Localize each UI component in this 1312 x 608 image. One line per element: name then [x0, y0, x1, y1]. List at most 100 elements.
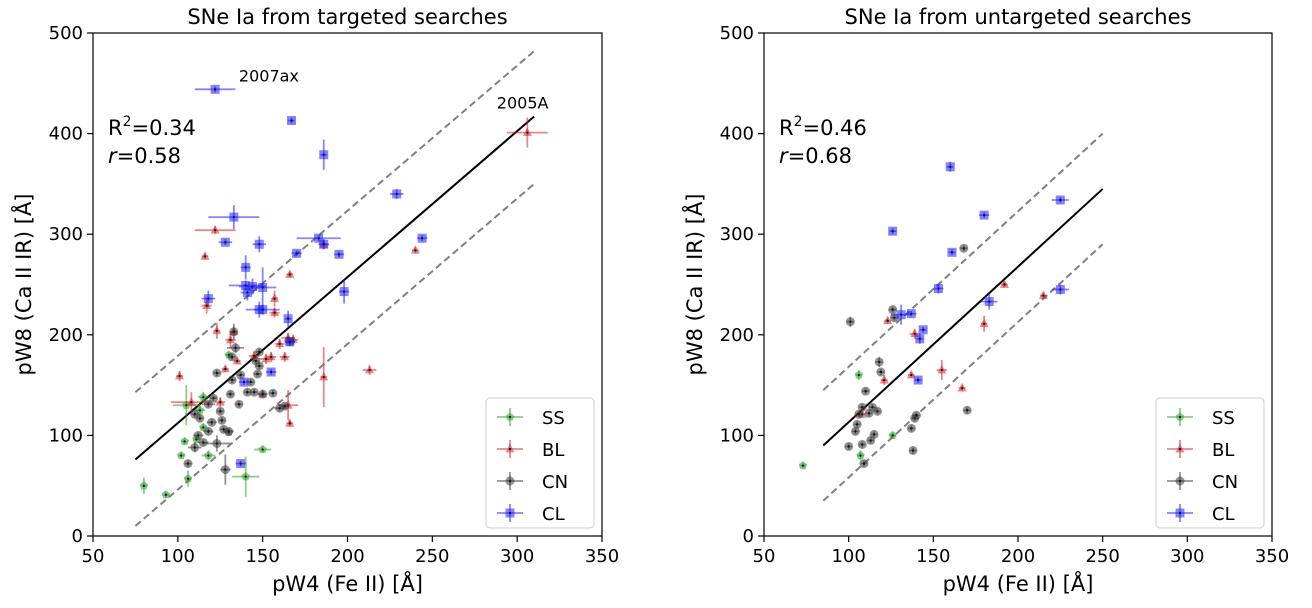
point-center — [421, 237, 424, 240]
data-point — [859, 459, 869, 469]
point-center — [940, 368, 943, 372]
point-center — [856, 423, 859, 426]
point-center — [234, 346, 237, 349]
point-center — [922, 328, 925, 331]
y-tick-label: 100 — [49, 425, 83, 446]
point-center — [178, 374, 181, 378]
data-point — [945, 161, 955, 172]
point-center — [368, 368, 371, 372]
point-center — [261, 308, 264, 311]
fit-line — [822, 188, 1104, 447]
data-point — [947, 247, 957, 257]
data-point — [212, 322, 222, 339]
point-center — [910, 427, 913, 430]
x-tick-label: 350 — [585, 546, 619, 567]
data-point — [183, 470, 193, 487]
x-tick-label: 250 — [415, 546, 449, 567]
x-tick-label: 250 — [1085, 546, 1119, 567]
point-center — [278, 407, 281, 410]
data-point — [1051, 195, 1069, 205]
axes-frame — [92, 32, 603, 537]
point-center — [937, 287, 940, 290]
x-tick-label: 200 — [330, 546, 364, 567]
data-point — [874, 356, 884, 367]
data-point — [876, 367, 886, 377]
data-point — [285, 418, 295, 427]
point-center — [215, 442, 218, 445]
r-squared-text: R2=0.34 — [108, 114, 196, 140]
point-center — [186, 462, 190, 465]
point-center — [861, 406, 864, 409]
legend-entry-cl: CL — [497, 504, 565, 525]
point-center — [961, 387, 964, 390]
point-center — [270, 370, 273, 374]
series-cl — [888, 161, 1069, 385]
data-point — [183, 459, 193, 469]
data-point — [417, 233, 428, 243]
data-point — [291, 248, 302, 258]
point-center — [918, 337, 921, 340]
point-center — [261, 286, 264, 289]
upper-band-line — [822, 132, 1104, 391]
data-point — [339, 279, 350, 304]
data-point — [270, 290, 280, 307]
point-center — [290, 119, 293, 122]
y-tick-label: 400 — [720, 124, 754, 145]
data-point — [280, 401, 290, 411]
y-tick-label: 500 — [720, 23, 754, 44]
data-point — [879, 374, 889, 386]
point-center — [261, 393, 264, 396]
correlation-text: r=0.68 — [779, 144, 852, 168]
data-point — [193, 430, 204, 440]
legend-marker-center — [508, 479, 512, 483]
legend-marker-center — [1178, 415, 1182, 419]
point-center — [261, 448, 264, 451]
point-center — [190, 401, 193, 404]
data-point — [959, 243, 969, 253]
point-center — [395, 192, 398, 196]
data-point — [194, 225, 236, 235]
point-center — [264, 357, 268, 361]
data-point — [215, 406, 225, 416]
point-center — [1042, 294, 1045, 297]
data-point — [850, 426, 860, 436]
data-point — [936, 359, 947, 381]
point-center — [288, 273, 291, 276]
x-axis-label: pW4 (Fe II) [Å] — [272, 570, 423, 596]
point-center — [1059, 288, 1062, 291]
point-center — [254, 359, 257, 363]
point-center — [242, 380, 246, 384]
legend-entry-ss: SS — [1167, 408, 1235, 429]
point-center — [916, 378, 920, 382]
data-point — [206, 417, 217, 427]
fit-line — [134, 115, 535, 461]
data-point — [220, 454, 231, 485]
lower-band-line — [822, 243, 1104, 502]
data-point — [257, 389, 268, 399]
point-center — [861, 443, 864, 446]
data-point — [506, 117, 548, 148]
point-center — [849, 320, 852, 323]
data-point — [296, 233, 341, 243]
data-point — [201, 399, 216, 409]
point-center — [337, 253, 341, 256]
x-tick-label: 100 — [831, 546, 865, 567]
point-center — [231, 378, 234, 382]
point-center — [876, 410, 879, 413]
data-point — [279, 351, 290, 362]
right-panel: SNe Ia from untargeted searches 50 100 150 2… — [681, 5, 1289, 596]
y-tick-label: 400 — [49, 124, 83, 145]
point-center — [949, 165, 952, 168]
point-center — [239, 373, 242, 377]
data-point — [253, 369, 263, 379]
legend-marker-center — [508, 511, 512, 515]
point-center — [193, 446, 196, 449]
point-center — [295, 252, 298, 255]
data-point — [223, 426, 234, 436]
point-center — [526, 131, 529, 134]
legend-entry-cn: CN — [497, 472, 568, 493]
lower-band-line — [134, 183, 535, 527]
legend-label: CN — [542, 472, 568, 493]
point-center — [900, 313, 903, 316]
data-point — [195, 413, 205, 423]
